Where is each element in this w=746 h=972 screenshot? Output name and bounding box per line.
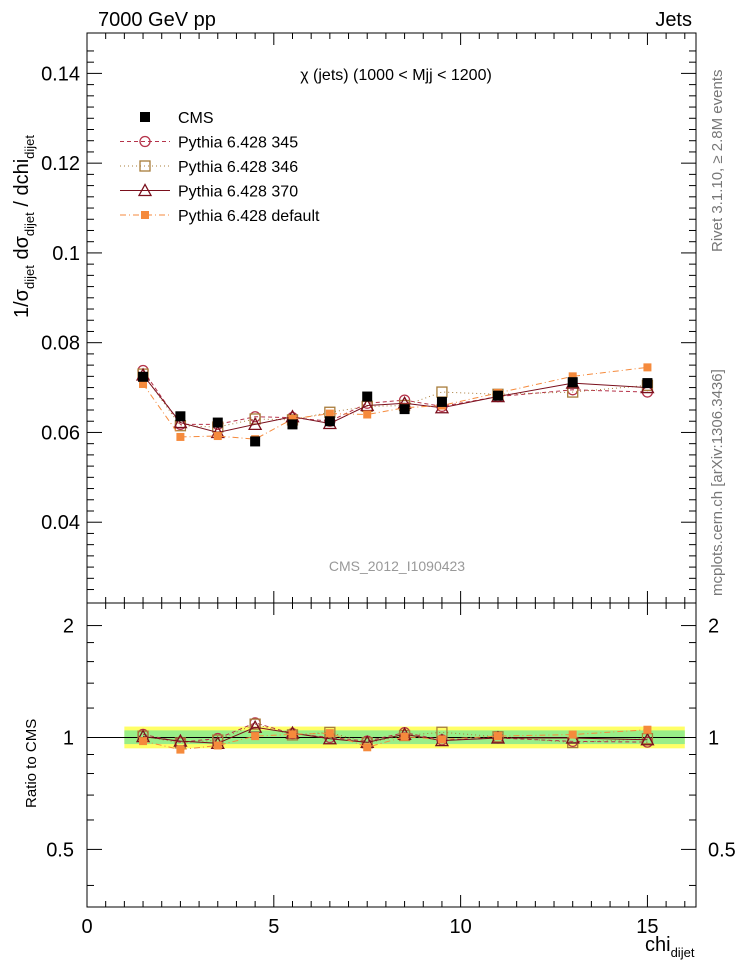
cms-point xyxy=(642,378,653,389)
legend-marker xyxy=(137,183,153,197)
ratio-tick-label: 0.5 xyxy=(46,839,74,861)
cms-point xyxy=(399,404,410,415)
series-point xyxy=(643,363,652,372)
legend-label: Pythia 6.428 370 xyxy=(178,184,298,201)
ratio-point xyxy=(363,743,372,752)
ratio-point xyxy=(400,732,409,741)
y-tick-label: 0.06 xyxy=(41,422,80,444)
ratio-point xyxy=(249,718,261,730)
ratio-point xyxy=(139,737,148,746)
x-tick-label: 15 xyxy=(636,916,658,938)
mcplots-label: mcplots.cern.ch [arXiv:1306.3436] xyxy=(709,369,726,596)
legend-label: Pythia 6.428 345 xyxy=(178,135,298,152)
series-point xyxy=(288,414,297,423)
legend-marker xyxy=(141,211,149,219)
ratio-tick-label: 1 xyxy=(708,727,719,749)
cms-point xyxy=(138,371,149,382)
ratio-point xyxy=(640,732,655,746)
x-axis-label: chidijet xyxy=(645,934,695,960)
ratio-point xyxy=(288,730,297,739)
ratio-tick-label: 2 xyxy=(63,616,74,638)
series-point xyxy=(363,410,372,419)
svg-text:chidijet: chidijet xyxy=(645,934,695,960)
y-axis-label: 1/σdijet dσdijet / dchidijet xyxy=(11,135,37,318)
cms-point xyxy=(212,417,223,428)
legend-item: Pythia 6.428 346 xyxy=(120,159,298,176)
header-right: Jets xyxy=(655,9,692,31)
series-point xyxy=(325,409,334,418)
legend-label: Pythia 6.428 346 xyxy=(178,159,298,176)
cms-point xyxy=(250,436,261,447)
series-point xyxy=(173,415,188,429)
series-3 xyxy=(139,363,652,754)
legend-item: CMS xyxy=(140,110,214,127)
cms-point xyxy=(492,390,503,401)
ratio-point xyxy=(213,741,222,750)
cms-point xyxy=(362,391,373,402)
series-line xyxy=(142,370,648,425)
ratio-point xyxy=(493,732,502,741)
ratio-point xyxy=(322,731,337,745)
data-series xyxy=(135,363,655,754)
chart-title: χ (jets) (1000 < Mjj < 1200) xyxy=(300,67,492,84)
x-tick-label: 0 xyxy=(81,916,92,938)
legend-item: Pythia 6.428 default xyxy=(120,208,320,225)
cms-point xyxy=(287,419,298,430)
series-point xyxy=(176,432,185,441)
legend-marker xyxy=(139,160,151,172)
ratio-frame xyxy=(86,602,697,908)
x-tick-label: 10 xyxy=(449,916,471,938)
ratio-tick-label: 0.5 xyxy=(708,839,736,861)
header-left: 7000 GeV pp xyxy=(98,9,216,31)
x-tick-label: 5 xyxy=(268,916,279,938)
legend-item: Pythia 6.428 345 xyxy=(120,135,298,152)
ratio-point xyxy=(251,732,260,741)
ratio-tick-label: 1 xyxy=(63,727,74,749)
series-point xyxy=(568,372,577,381)
series-point xyxy=(436,386,448,398)
series-cms xyxy=(138,371,653,447)
ratio-point xyxy=(325,729,334,738)
svg-text:1/σdijet dσdijet / dchidijet: 1/σdijet dσdijet / dchidijet xyxy=(11,135,37,318)
rivet-label: Rivet 3.1.10, ≥ 2.8M events xyxy=(709,70,726,253)
watermark: CMS_2012_I1090423 xyxy=(329,558,465,574)
legend-label: CMS xyxy=(178,110,214,127)
ratio-point xyxy=(437,735,446,744)
ratio-point xyxy=(176,745,185,754)
ratio-y-axis-label: Ratio to CMS xyxy=(23,719,40,808)
series-point xyxy=(248,417,263,431)
ratio-point xyxy=(643,725,652,734)
y-tick-label: 0.14 xyxy=(41,63,80,85)
legend: CMS Pythia 6.428 345 Pythia 6.428 346 Pythi… xyxy=(120,110,320,225)
cms-point xyxy=(436,396,447,407)
legend-marker xyxy=(140,112,150,122)
axis-ticks: 0 5 10 15 0.04 0.06 0.08 0.1 0.12 0.14 0.5 0.5 1 1 2 2 xyxy=(41,33,736,938)
ratio-point xyxy=(324,726,336,739)
cms-point xyxy=(175,411,186,422)
y-tick-label: 0.04 xyxy=(41,512,80,534)
series-point xyxy=(139,379,148,388)
legend-marker xyxy=(139,135,151,148)
y-tick-label: 0.08 xyxy=(41,333,80,355)
y-tick-label: 0.12 xyxy=(41,153,80,175)
cms-point xyxy=(324,416,335,427)
ratio-line xyxy=(142,729,648,751)
series-point xyxy=(213,432,222,441)
series-line xyxy=(142,366,648,440)
ratio-point xyxy=(568,730,577,739)
ratio-tick-label: 2 xyxy=(708,616,719,638)
ratio-line xyxy=(142,722,648,743)
legend-label: Pythia 6.428 default xyxy=(178,208,320,225)
y-tick-label: 0.1 xyxy=(52,243,80,265)
cms-point xyxy=(567,377,578,388)
legend-item: Pythia 6.428 370 xyxy=(120,183,298,201)
